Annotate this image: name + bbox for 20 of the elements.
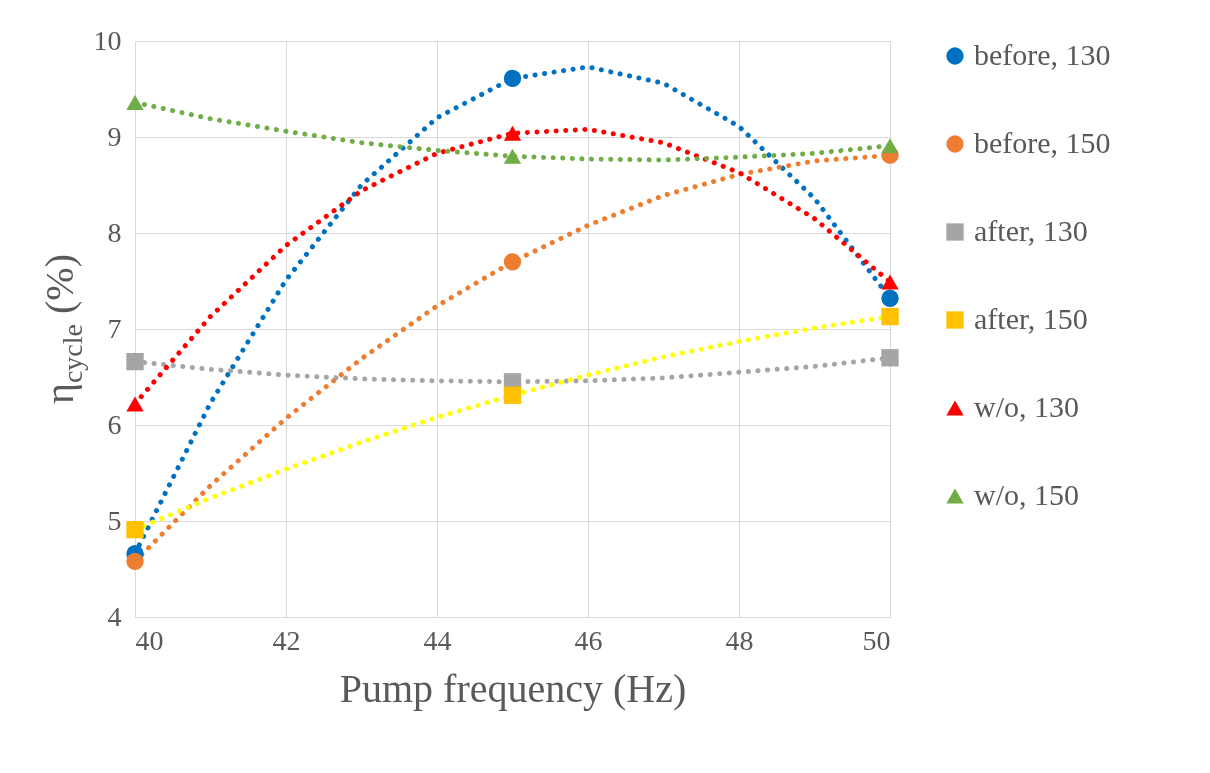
y-tick-label: 9 — [107, 120, 122, 152]
x-axis-title: Pump frequency (Hz) — [339, 665, 687, 711]
x-tick-label: 42 — [272, 624, 301, 656]
x-tick-label: 40 — [135, 624, 164, 656]
y-tick-label: 7 — [107, 312, 122, 344]
legend-label: before, 130 — [974, 38, 1111, 71]
x-tick-label: 46 — [574, 624, 603, 656]
y-tick-label: 5 — [107, 504, 122, 536]
y-tick-label: 8 — [107, 216, 122, 248]
x-tick-label: 48 — [725, 624, 754, 656]
legend-label: before, 150 — [974, 126, 1111, 159]
x-tick-label: 50 — [862, 624, 891, 656]
legend-label: after, 150 — [974, 302, 1088, 335]
legend-label: after, 130 — [974, 214, 1088, 247]
y-tick-label: 10 — [93, 24, 122, 56]
y-tick-label: 6 — [107, 408, 122, 440]
legend-label: w/o, 150 — [974, 478, 1079, 511]
y-tick-label: 4 — [107, 600, 122, 632]
legend-label: w/o, 130 — [974, 390, 1079, 423]
x-tick-label: 44 — [423, 624, 452, 656]
